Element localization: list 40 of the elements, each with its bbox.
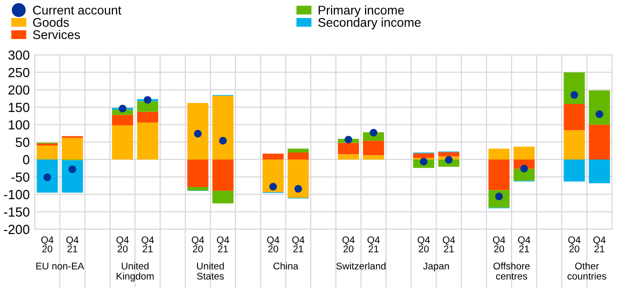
- x-tick-label: Q4 20: [192, 236, 204, 252]
- x-tick-label: Q4 21: [593, 236, 606, 252]
- text: Offshore centres: [493, 262, 530, 280]
- y-tick-label: 250: [8, 68, 30, 78]
- legend-label: Services: [33, 30, 80, 40]
- y-tick-label: 150: [8, 102, 30, 112]
- x-tick-label: Q4 20: [342, 236, 355, 252]
- x-tick-label: Q4 21: [66, 236, 79, 252]
- y-tick-label: -50: [11, 172, 30, 182]
- y-tick-label: 0: [23, 155, 30, 164]
- legend-label: Current account: [33, 6, 122, 15]
- y-tick-label: 200: [8, 85, 30, 95]
- legend-label: Secondary income: [318, 18, 421, 30]
- x-tick-label: Q4 21: [518, 236, 530, 252]
- x-tick-label: Q4 21: [142, 236, 154, 252]
- y-tick-label: 100: [8, 120, 30, 130]
- x-tick-label: Q4 20: [568, 236, 580, 252]
- text: United Kingdom: [116, 262, 154, 282]
- x-tick-label: Q4 20: [418, 236, 430, 252]
- y-tick-label: 50: [16, 138, 30, 147]
- x-tick-label: Q4 21: [216, 236, 230, 252]
- text: Switzerland: [336, 262, 386, 270]
- x-tick-label: Q4 20: [41, 236, 54, 252]
- x-tick-label: Q4 21: [292, 236, 304, 252]
- y-tick-label: -100: [4, 190, 30, 200]
- text: China: [273, 262, 298, 270]
- y-tick-label: -150: [4, 207, 30, 217]
- legend-label: Goods: [33, 18, 69, 27]
- y-tick-label: 300: [8, 50, 30, 60]
- text: EU non-EA: [36, 262, 84, 270]
- x-tick-label: Q4 21: [442, 236, 456, 252]
- x-tick-label: Q4 20: [492, 236, 506, 252]
- x-tick-label: Q4 20: [116, 236, 129, 252]
- y-tick-label: -200: [4, 224, 30, 234]
- x-tick-label: Q4 21: [368, 236, 380, 252]
- text: Other countries: [568, 262, 606, 280]
- text: United States: [197, 262, 224, 280]
- text: Japan: [423, 262, 449, 272]
- x-tick-label: Q4 20: [267, 236, 280, 252]
- legend-label: Primary income: [318, 5, 404, 18]
